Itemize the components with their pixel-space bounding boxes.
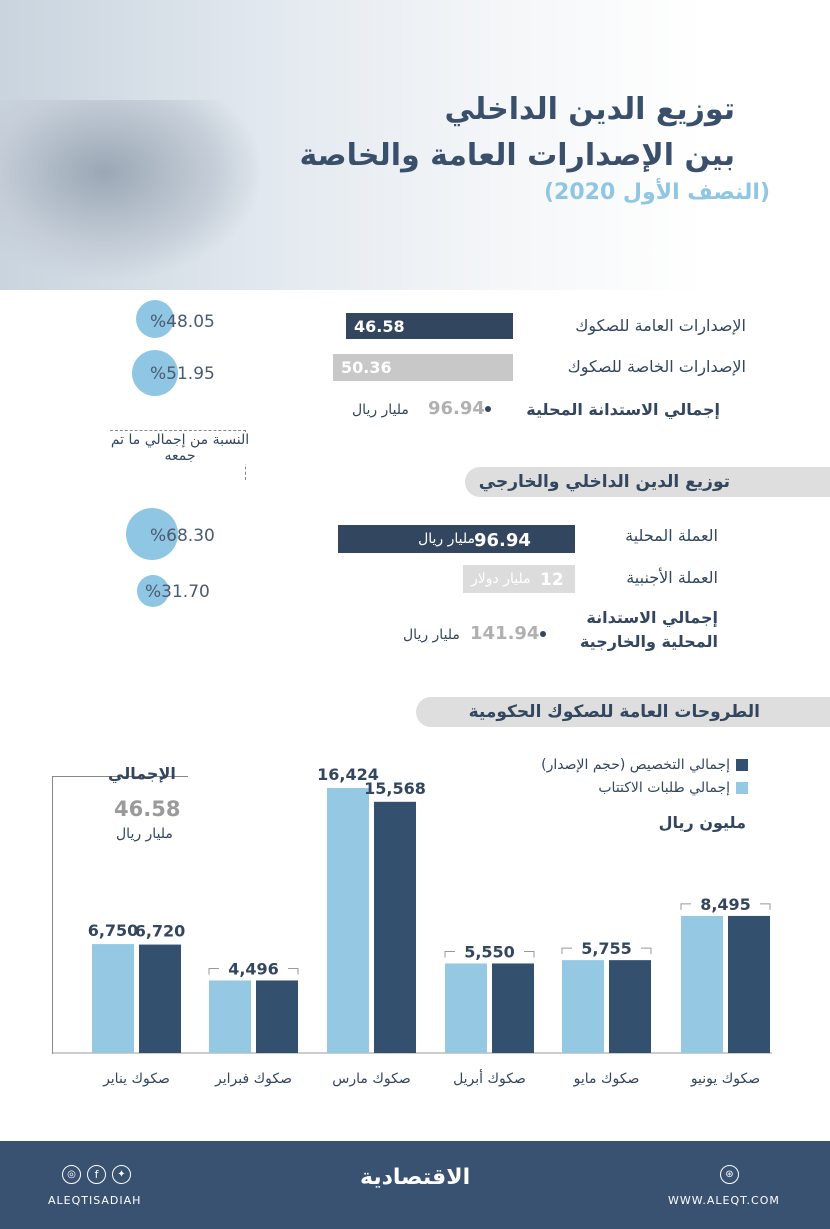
web-icon: ⊛ [720,1165,739,1184]
total-value: 96.94 [428,398,485,419]
category-label: صكوك مارس [332,1071,410,1087]
percent-circle [132,350,178,396]
value-foreign: 12 [540,570,564,590]
legend-swatch [736,782,748,794]
title-line1: توزيع الدين الداخلي [444,92,735,127]
dot [540,631,546,637]
unit: مليار ريال [418,531,475,547]
bracket [208,967,299,975]
chart-total-unit: مليار ريال [116,826,173,842]
total-unit: مليار ريال [352,402,409,418]
social-icons: ◎ f ✦ [62,1165,131,1184]
bar-allocation [256,980,298,1053]
percent-local: %68.30 [150,526,215,546]
twitter-icon[interactable]: ✦ [112,1165,131,1184]
legend-item-subscription: إجمالي طلبات الاكتتاب [598,780,748,796]
total-unit-2: مليار ريال [403,627,460,643]
chart-total-label: الإجمالي [108,764,176,783]
bracket [561,947,652,955]
facebook-icon[interactable]: f [87,1165,106,1184]
share-note: النسبة من إجمالي ما تم جمعه [110,432,250,464]
dot [485,406,491,412]
bar-subscription [562,960,604,1053]
total-label: إجمالي الاستدانة المحلية [526,400,720,419]
data-label: 15,568 [364,779,426,798]
bar-subscription [209,980,251,1053]
percent-private: %51.95 [150,364,215,384]
total-label-line2: المحلية والخارجية [579,632,718,651]
legend-item-allocation: إجمالي التخصيص (حجم الإصدار) [541,757,748,773]
data-label: 6,750 [88,921,139,940]
social-handle: ALEQTISADIAH [48,1194,142,1207]
bar-allocation [728,915,770,1053]
bar-subscription [327,788,369,1053]
total-value-2: 141.94 [470,623,540,644]
bar-allocation [492,963,534,1053]
data-label: 6,720 [135,922,186,941]
title-line2: بين الإصدارات العامة والخاصة [299,138,735,173]
bracket [680,903,771,910]
percent-circle [136,300,174,338]
connector [52,776,53,1054]
connector [52,776,188,777]
data-label: 8,495 [700,895,751,914]
footer: ◎ f ✦ ALEQTISADIAH الاقتصادية ⊛ WWW.ALEQ… [0,1141,830,1229]
unit: مليار دولار [471,571,531,587]
bar-subscription [92,944,134,1053]
bar-local: مليار ريال [338,525,575,553]
label-foreign: العملة الأجنبية [626,568,718,587]
data-label: 5,755 [581,939,632,958]
section-heading-domestic-external: توزيع الدين الداخلي والخارجي [465,467,830,497]
bar-subscription [681,915,723,1053]
category-label: صكوك يناير [102,1071,170,1087]
label-private: الإصدارات الخاصة للصكوك [567,357,746,376]
percent-circle [137,575,169,607]
label-public: الإصدارات العامة للصكوك [575,316,746,335]
legend-label: إجمالي طلبات الاكتتاب [598,780,730,796]
bar-foreign: مليار دولار [463,565,575,593]
label-local: العملة المحلية [625,526,718,545]
bar-allocation [139,944,181,1053]
percent-foreign: %31.70 [145,582,210,602]
bar-allocation [374,801,416,1053]
category-label: صكوك يونيو [690,1071,760,1087]
legend-label: إجمالي التخصيص (حجم الإصدار) [541,757,730,773]
bar-private: 50.36 [333,354,513,381]
unit-label: مليون ريال [658,813,746,832]
percent-public: %48.05 [150,312,215,332]
bracket [444,950,535,958]
data-label: 16,424 [317,765,379,784]
bar-public: 46.58 [346,313,513,339]
section-heading-offerings: الطروحات العامة للصكوك الحكومية [416,697,830,727]
subtitle: (النصف الأول 2020) [543,180,770,205]
bar-subscription [445,963,487,1053]
chart-total-value: 46.58 [114,797,181,821]
category-label: صكوك مايو [573,1071,640,1087]
bar-allocation [609,960,651,1053]
value-local: 96.94 [474,530,531,551]
category-label: صكوك فبراير [214,1071,292,1087]
percent-circle [126,508,178,560]
total-label-line1: إجمالي الاستدانة [586,608,718,627]
website[interactable]: WWW.ALEQT.COM [668,1194,780,1207]
coins-image [0,100,260,280]
data-label: 5,550 [464,942,515,961]
logo: الاقتصادية [360,1165,471,1190]
instagram-icon[interactable]: ◎ [62,1165,81,1184]
category-label: صكوك أبريل [453,1069,526,1087]
data-label: 4,496 [228,959,279,978]
legend-swatch [736,759,748,771]
